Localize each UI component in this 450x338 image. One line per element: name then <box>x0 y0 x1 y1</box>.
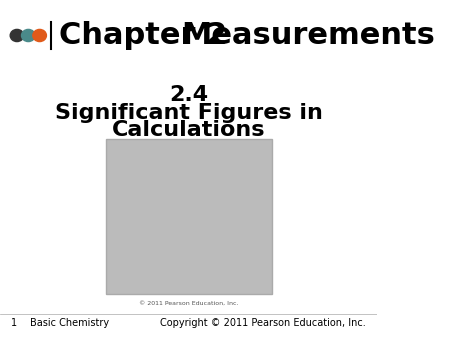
Text: Calculations: Calculations <box>112 120 266 140</box>
Bar <box>106 139 272 294</box>
Text: Chapter 2: Chapter 2 <box>58 21 227 50</box>
Text: 2.4: 2.4 <box>169 84 208 105</box>
Text: Copyright © 2011 Pearson Education, Inc.: Copyright © 2011 Pearson Education, Inc. <box>160 318 366 328</box>
Circle shape <box>10 29 24 42</box>
Text: Basic Chemistry: Basic Chemistry <box>30 318 109 328</box>
Text: Significant Figures in: Significant Figures in <box>55 103 323 123</box>
Text: © 2011 Pearson Education, Inc.: © 2011 Pearson Education, Inc. <box>139 301 239 306</box>
Circle shape <box>33 29 46 42</box>
Text: 1: 1 <box>11 318 18 328</box>
Circle shape <box>22 29 35 42</box>
Text: Measurements: Measurements <box>181 21 435 50</box>
